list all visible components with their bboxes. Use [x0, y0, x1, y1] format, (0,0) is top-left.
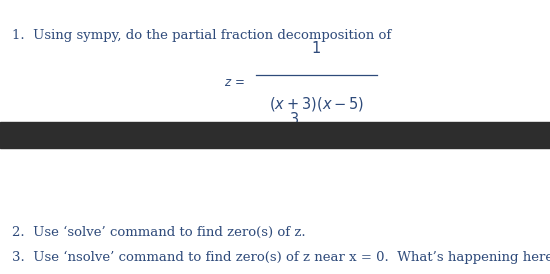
- Text: $1$: $1$: [311, 40, 321, 56]
- Bar: [0, 122, 550, 148]
- Text: $(x+3)(x-5)$: $(x+3)(x-5)$: [268, 95, 364, 113]
- Text: $z\,=$: $z\,=$: [224, 76, 245, 89]
- Text: 2.  Use ‘solve’ command to find zero(s) of z.: 2. Use ‘solve’ command to find zero(s) o…: [12, 226, 306, 239]
- Text: $3$: $3$: [289, 111, 299, 127]
- Text: 1.  Using sympy, do the partial fraction decomposition of: 1. Using sympy, do the partial fraction …: [12, 29, 392, 42]
- Text: 3.  Use ‘nsolve’ command to find zero(s) of z near x = 0.  What’s happening here: 3. Use ‘nsolve’ command to find zero(s) …: [12, 251, 550, 264]
